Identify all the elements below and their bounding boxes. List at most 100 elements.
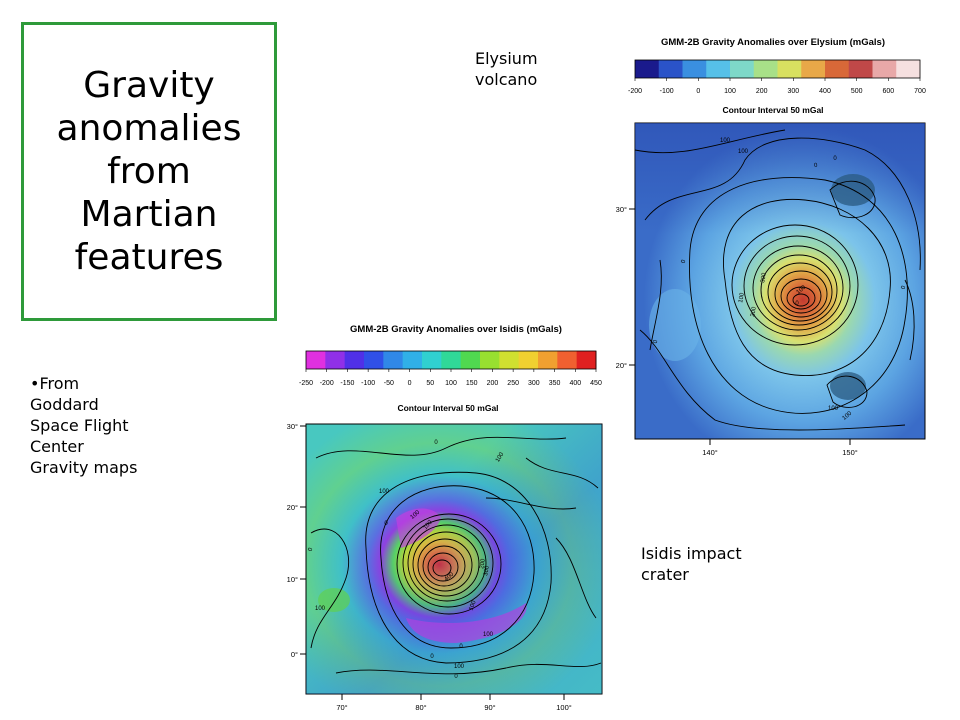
- contour-label: 0: [430, 654, 434, 660]
- scale-swatch: [753, 60, 778, 78]
- isidis-lon-label: 80°: [415, 703, 426, 712]
- scale-swatch: [325, 351, 346, 369]
- contour-label: 100: [423, 519, 434, 531]
- bullet-marker: •: [30, 374, 40, 393]
- contour-label: 100: [315, 606, 326, 612]
- scale-swatch: [344, 351, 365, 369]
- scale-tick-label: -200: [628, 88, 642, 95]
- scale-swatch: [402, 351, 423, 369]
- scale-tick-label: 350: [549, 380, 561, 387]
- isidis-contours: [310, 436, 602, 675]
- contour-label: 100: [469, 599, 478, 611]
- contour-label: 100: [454, 664, 465, 670]
- scale-swatch: [896, 60, 921, 78]
- scale-tick-label: 600: [882, 88, 894, 95]
- scale-tick-label: 100: [724, 88, 736, 95]
- contour-label: 0: [833, 156, 837, 162]
- scale-swatch: [306, 351, 326, 369]
- scale-swatch: [441, 351, 462, 369]
- contour-label: 0: [308, 546, 315, 552]
- contour-label: 200: [750, 306, 758, 318]
- isidis-gravity-map: GMM-2B Gravity Anomalies over Isidis (mG…: [287, 324, 603, 712]
- scale-swatch: [576, 351, 597, 369]
- scale-tick-label: 300: [787, 88, 799, 95]
- elysium-scale-ticks: -200 -100 0 100 200 300 400 500 600 700: [628, 78, 926, 95]
- scale-tick-label: -200: [320, 380, 334, 387]
- contour-label: 100: [738, 292, 746, 304]
- isidis-lat-label: 10°: [287, 575, 298, 584]
- scale-swatch: [383, 351, 404, 369]
- isidis-lat-label: 0°: [291, 650, 298, 659]
- scale-swatch: [777, 60, 802, 78]
- isidis-rim-south: [406, 603, 527, 643]
- isidis-scale-ticks: -250 -200 -150 -100 -50 0 50 100 150 200 250 300 350…: [299, 369, 602, 387]
- scale-tick-label: 150: [466, 380, 478, 387]
- contour-label: 100: [842, 410, 854, 421]
- elysium-field-patch: [649, 289, 701, 361]
- elysium-lon-label: 150°: [842, 448, 858, 457]
- contour-label: 100: [796, 284, 808, 295]
- scale-swatch: [557, 351, 578, 369]
- scale-tick-label: 300: [528, 380, 540, 387]
- scale-tick-label: 450: [590, 380, 602, 387]
- bullet-item: •From Goddard Space Flight Center Gravit…: [30, 373, 190, 478]
- title-box: Gravity anomalies from Martian features: [21, 22, 277, 321]
- contour-label: 0: [814, 163, 819, 170]
- scale-swatch: [682, 60, 707, 78]
- contour-label: 100: [483, 632, 494, 638]
- scale-swatch: [848, 60, 873, 78]
- scale-swatch: [635, 60, 660, 78]
- scale-swatch: [730, 60, 755, 78]
- scale-swatch: [422, 351, 442, 369]
- scale-tick-label: 200: [756, 88, 768, 95]
- scale-swatch: [460, 351, 481, 369]
- isidis-lat-label: 30°: [287, 422, 298, 431]
- contour-label: 400: [444, 571, 456, 582]
- elysium-lat-label: 20°: [616, 361, 627, 370]
- elysium-color-scale: [634, 59, 921, 79]
- scale-tick-label: -100: [660, 88, 674, 95]
- scale-tick-label: 250: [507, 380, 519, 387]
- bullet-text: From Goddard Space Flight Center Gravity…: [30, 374, 138, 477]
- scale-swatch: [658, 60, 683, 78]
- scale-swatch: [518, 351, 539, 369]
- isidis-rim-north: [396, 508, 441, 548]
- isidis-map-title: GMM-2B Gravity Anomalies over Isidis (mG…: [350, 324, 562, 335]
- scale-swatch: [872, 60, 897, 78]
- scale-swatch: [706, 60, 731, 78]
- contour-label: 200: [479, 558, 487, 570]
- label-isidis: Isidis impact crater: [641, 544, 742, 584]
- contour-label: 100: [495, 451, 506, 463]
- elysium-lon-label: 140°: [702, 448, 718, 457]
- contour-label: 300: [483, 565, 491, 577]
- contour-label: 100: [410, 509, 422, 520]
- scale-swatch: [480, 351, 500, 369]
- slide-title: Gravity anomalies from Martian features: [56, 65, 242, 278]
- isidis-lat-label: 20°: [287, 503, 298, 512]
- scale-frame: [634, 59, 921, 79]
- scale-swatch: [538, 351, 558, 369]
- isidis-lon-label: 70°: [336, 703, 347, 712]
- contour-label: 100: [828, 406, 839, 412]
- elysium-gravity-map: GMM-2B Gravity Anomalies over Elysium (m…: [616, 37, 926, 457]
- scale-tick-label: -150: [340, 380, 354, 387]
- isidis-field-patch: [318, 588, 350, 612]
- contour-label: 0: [454, 674, 458, 680]
- isidis-axis-ticks: [300, 425, 565, 700]
- contour-label: 100: [379, 489, 390, 495]
- scale-swatch: [364, 351, 384, 369]
- scale-tick-label: 200: [487, 380, 499, 387]
- scale-tick-label: -100: [361, 380, 375, 387]
- contour-label: 300: [760, 272, 768, 284]
- bullet-list: •From Goddard Space Flight Center Gravit…: [30, 373, 190, 478]
- contour-label: 0: [795, 301, 799, 307]
- contour-label: 0: [901, 284, 908, 290]
- contour-label: 0: [653, 339, 660, 344]
- elysium-contours: [634, 129, 921, 431]
- elysium-contour-interval: Contour Interval 50 mGal: [722, 105, 823, 115]
- scale-tick-label: 0: [408, 380, 412, 387]
- scale-tick-label: -50: [384, 380, 394, 387]
- elysium-axis-ticks: [629, 208, 851, 445]
